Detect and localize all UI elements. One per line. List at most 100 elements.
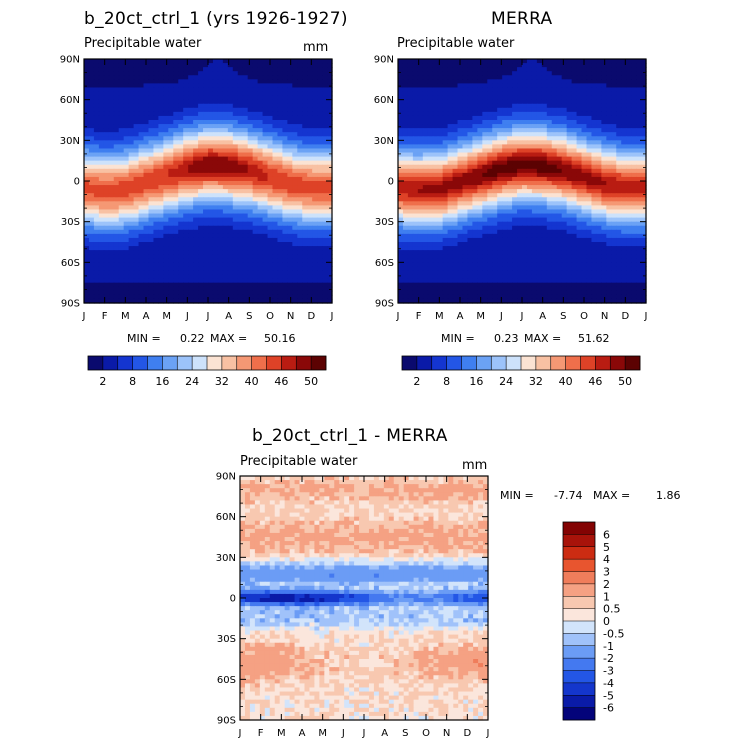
- field-cell: [153, 185, 159, 190]
- field-cell: [327, 63, 333, 68]
- field-cell: [153, 193, 159, 198]
- field-cell: [252, 262, 259, 267]
- field-cell: [307, 294, 313, 300]
- field-cell: [531, 168, 538, 174]
- field-cell: [118, 75, 125, 80]
- field-cell: [113, 185, 120, 190]
- field-cell: [153, 124, 159, 129]
- field-cell: [257, 67, 264, 72]
- field-cell: [277, 124, 283, 129]
- field-cell: [247, 148, 254, 154]
- field-cell: [312, 59, 318, 64]
- field-cell: [507, 181, 513, 186]
- field-cell: [287, 144, 293, 150]
- field-cell: [158, 115, 164, 121]
- field-cell: [237, 201, 244, 206]
- field-cell: [631, 140, 637, 145]
- field-cell: [601, 193, 607, 198]
- field-cell: [596, 63, 602, 68]
- field-cell: [522, 115, 528, 121]
- field-cell: [526, 189, 533, 194]
- field-cell: [93, 67, 100, 72]
- field-cell: [576, 87, 583, 93]
- field-cell: [227, 258, 234, 263]
- field-cell: [616, 144, 622, 150]
- field-cell: [148, 160, 155, 166]
- field-cell: [502, 209, 508, 215]
- field-cell: [173, 164, 179, 170]
- field-cell: [148, 209, 155, 215]
- field-cell: [203, 67, 209, 72]
- field-cell: [123, 246, 130, 251]
- field-cell: [312, 124, 318, 129]
- field-cell: [193, 197, 199, 202]
- field-cell: [541, 71, 548, 76]
- field-cell: [621, 148, 627, 154]
- field-cell: [183, 294, 189, 300]
- field-cell: [487, 209, 493, 215]
- field-cell: [178, 95, 184, 101]
- field-cell: [84, 229, 90, 235]
- field-cell: [148, 294, 155, 300]
- field-cell: [143, 185, 150, 190]
- field-cell: [183, 205, 189, 211]
- field-cell: [556, 75, 563, 80]
- field-cell: [507, 160, 513, 166]
- field-cell: [536, 201, 543, 206]
- field-cell: [297, 87, 303, 93]
- field-cell: [556, 115, 563, 121]
- field-cell: [173, 152, 179, 158]
- field-cell: [88, 95, 95, 101]
- field-cell: [148, 213, 155, 219]
- field-cell: [108, 290, 115, 296]
- field-cell: [103, 95, 110, 101]
- field-cell: [398, 103, 404, 109]
- field-cell: [148, 71, 155, 76]
- field-cell: [452, 107, 459, 113]
- field-cell: [287, 132, 293, 137]
- field-cell: [232, 176, 239, 182]
- field-cell: [536, 136, 543, 141]
- field-cell: [472, 156, 478, 162]
- field-cell: [432, 156, 439, 162]
- field-cell: [267, 286, 274, 292]
- field-cell: [482, 111, 488, 117]
- field-cell: [158, 176, 164, 182]
- field-cell: [237, 63, 244, 68]
- field-cell: [212, 209, 219, 215]
- field-cell: [631, 75, 637, 80]
- field-cell: [237, 124, 244, 129]
- field-cell: [307, 140, 313, 145]
- field-cell: [487, 193, 493, 198]
- field-cell: [422, 87, 429, 93]
- field-cell: [422, 75, 429, 80]
- field-cell: [317, 213, 323, 219]
- field-cell: [507, 87, 513, 93]
- field-cell: [188, 201, 194, 206]
- field-cell: [497, 91, 503, 97]
- field-cell: [168, 79, 174, 84]
- field-cell: [482, 71, 488, 76]
- field-cell: [556, 91, 563, 97]
- field-cell: [217, 233, 224, 239]
- field-cell: [556, 111, 563, 117]
- field-cell: [267, 197, 274, 202]
- field-cell: [188, 254, 194, 259]
- field-cell: [188, 111, 194, 117]
- field-cell: [178, 59, 184, 64]
- field-cell: [84, 172, 90, 178]
- field-cell: [103, 262, 110, 267]
- field-cell: [98, 286, 105, 292]
- field-cell: [227, 298, 234, 304]
- field-cell: [591, 148, 597, 154]
- field-cell: [93, 164, 100, 170]
- field-cell: [267, 91, 274, 97]
- field-cell: [123, 242, 130, 247]
- field-cell: [606, 120, 612, 125]
- field-cell: [626, 164, 632, 170]
- field-cell: [267, 75, 274, 80]
- field-cell: [217, 95, 224, 101]
- field-cell: [198, 270, 204, 276]
- field-cell: [317, 124, 323, 129]
- field-cell: [222, 250, 229, 255]
